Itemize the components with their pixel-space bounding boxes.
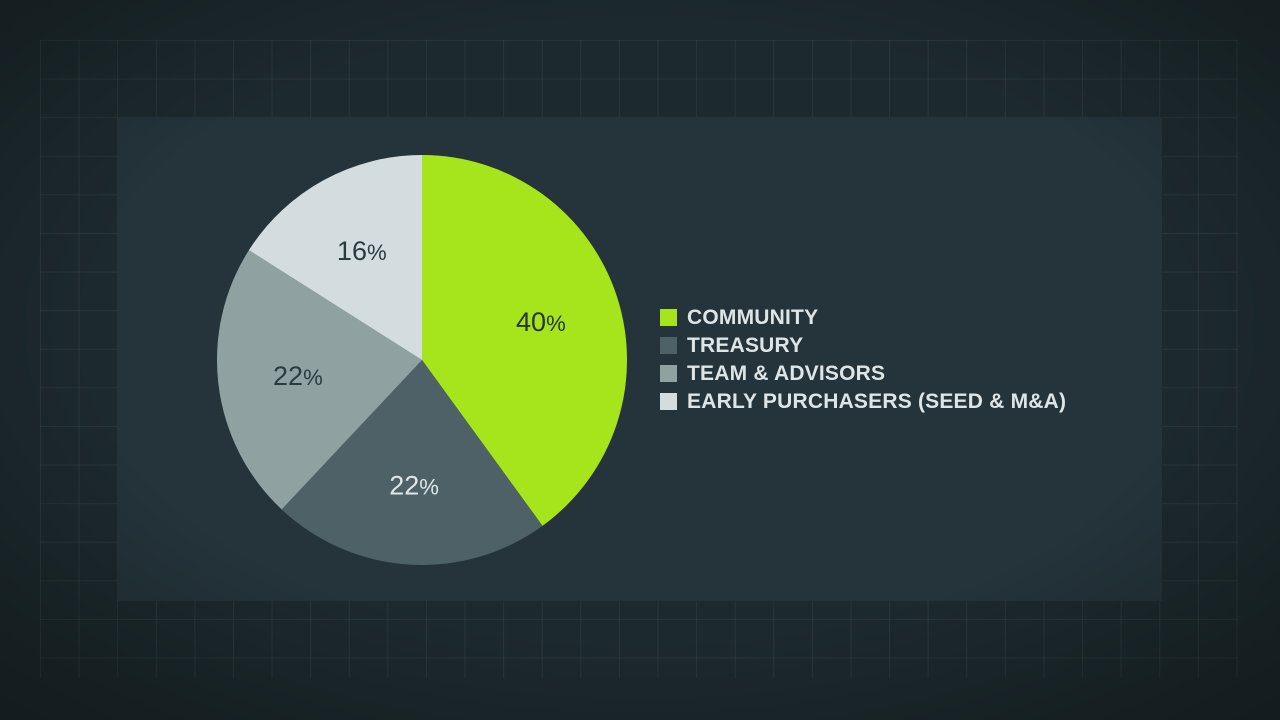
slice-value-label: 22%: [273, 361, 323, 391]
slice-value-label: 22%: [389, 470, 439, 500]
legend-item: TREASURY: [660, 335, 1066, 356]
legend-swatch: [660, 337, 677, 354]
legend-item: TEAM & ADVISORS: [660, 363, 1066, 384]
legend-item: EARLY PURCHASERS (SEED & M&A): [660, 391, 1066, 412]
legend-swatch: [660, 309, 677, 326]
slice-value-label: 40%: [516, 307, 566, 337]
legend-swatch: [660, 393, 677, 410]
chart-panel: 40% 22% 22% 16% COMMUNITY TREASURY TEAM & A…: [118, 117, 1162, 601]
pie-chart: 40% 22% 22% 16%: [217, 155, 627, 565]
legend-label: EARLY PURCHASERS (SEED & M&A): [687, 390, 1067, 413]
pie-chart-wrap: 40% 22% 22% 16%: [217, 155, 627, 565]
legend-label: TEAM & ADVISORS: [687, 362, 886, 385]
pie-slice-team-advisors: [217, 250, 422, 510]
legend-label: COMMUNITY: [687, 306, 819, 329]
pie-slice-treasury: [281, 360, 543, 565]
legend-swatch: [660, 365, 677, 382]
legend-label: TREASURY: [687, 334, 804, 357]
slice-value-label: 16%: [337, 236, 387, 266]
pie-slice-early-purchasers-seed-m-a: [248, 155, 422, 360]
legend-item: COMMUNITY: [660, 307, 1066, 328]
pie-slice-community: [422, 155, 627, 526]
legend: COMMUNITY TREASURY TEAM & ADVISORS EARLY…: [660, 307, 1066, 412]
